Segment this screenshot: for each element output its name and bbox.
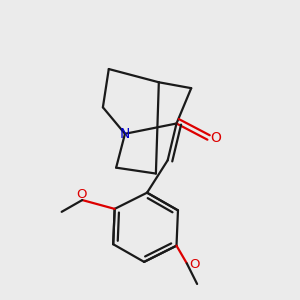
Text: O: O [76, 188, 87, 201]
Text: O: O [189, 258, 200, 271]
Text: N: N [120, 127, 130, 141]
Text: O: O [210, 131, 221, 145]
